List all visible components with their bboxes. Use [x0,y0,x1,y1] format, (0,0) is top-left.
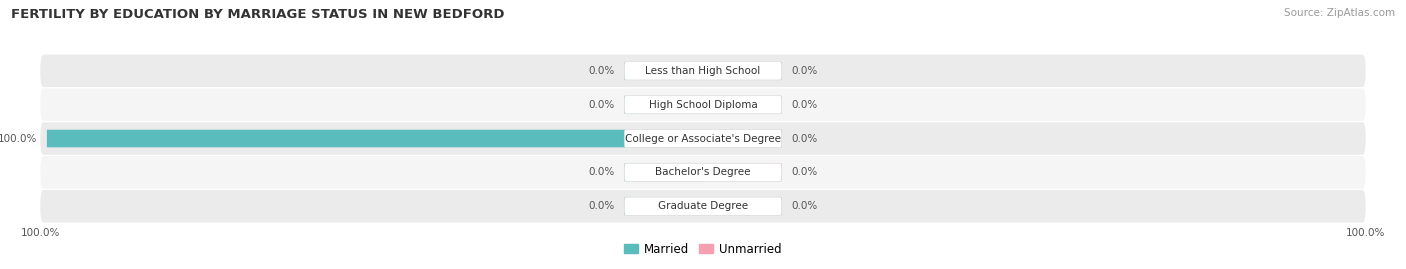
FancyBboxPatch shape [41,156,1365,189]
Text: Less than High School: Less than High School [645,66,761,76]
FancyBboxPatch shape [624,62,782,80]
Legend: Married, Unmarried: Married, Unmarried [620,238,786,260]
Text: 0.0%: 0.0% [588,167,614,177]
Text: 0.0%: 0.0% [588,100,614,110]
Text: 100.0%: 100.0% [1346,228,1385,238]
Text: FERTILITY BY EDUCATION BY MARRIAGE STATUS IN NEW BEDFORD: FERTILITY BY EDUCATION BY MARRIAGE STATU… [11,8,505,21]
FancyBboxPatch shape [41,89,1365,121]
Text: 0.0%: 0.0% [792,66,818,76]
Text: 0.0%: 0.0% [792,100,818,110]
FancyBboxPatch shape [624,129,782,148]
FancyBboxPatch shape [41,190,1365,222]
FancyBboxPatch shape [703,164,782,181]
Text: Graduate Degree: Graduate Degree [658,201,748,211]
FancyBboxPatch shape [624,164,703,181]
Text: Bachelor's Degree: Bachelor's Degree [655,167,751,177]
Text: Source: ZipAtlas.com: Source: ZipAtlas.com [1284,8,1395,18]
FancyBboxPatch shape [703,96,782,114]
FancyBboxPatch shape [41,55,1365,87]
Text: 100.0%: 100.0% [21,228,60,238]
Text: 0.0%: 0.0% [792,167,818,177]
FancyBboxPatch shape [624,95,782,114]
FancyBboxPatch shape [624,197,782,215]
FancyBboxPatch shape [624,96,703,114]
Text: 0.0%: 0.0% [792,133,818,144]
Text: 100.0%: 100.0% [0,133,37,144]
FancyBboxPatch shape [624,163,782,182]
Text: 0.0%: 0.0% [792,201,818,211]
FancyBboxPatch shape [703,62,782,80]
Text: High School Diploma: High School Diploma [648,100,758,110]
Text: 0.0%: 0.0% [588,201,614,211]
FancyBboxPatch shape [703,197,782,215]
FancyBboxPatch shape [46,130,703,147]
FancyBboxPatch shape [624,197,703,215]
FancyBboxPatch shape [41,122,1365,155]
FancyBboxPatch shape [624,62,703,80]
FancyBboxPatch shape [703,130,782,147]
Text: College or Associate's Degree: College or Associate's Degree [626,133,780,144]
Text: 0.0%: 0.0% [588,66,614,76]
